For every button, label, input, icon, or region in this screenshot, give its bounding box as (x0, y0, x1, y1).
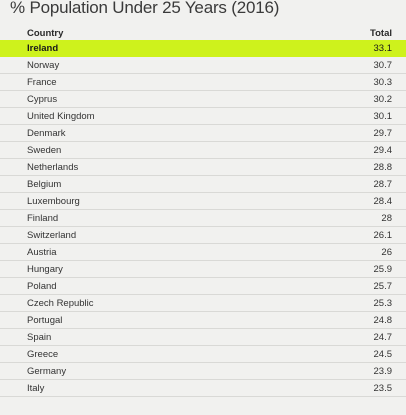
country-name: Netherlands (27, 162, 79, 173)
table-row: Denmark 29.7 (0, 125, 406, 142)
total-value: 23.5 (373, 383, 393, 394)
table-row: Portugal 24.8 (0, 312, 406, 329)
total-value: 26 (381, 247, 392, 258)
country-name: Switzerland (27, 230, 77, 241)
country-name: Finland (27, 213, 59, 224)
column-header-total: Total (370, 28, 392, 39)
country-name: Hungary (27, 264, 63, 275)
country-name: Italy (27, 383, 45, 394)
table-row: Czech Republic 25.3 (0, 295, 406, 312)
total-value: 24.8 (373, 315, 393, 326)
country-name: Czech Republic (27, 298, 94, 309)
table-row: Ireland 33.1 (0, 40, 406, 57)
table-row: Hungary 25.9 (0, 261, 406, 278)
table-row: Switzerland 26.1 (0, 227, 406, 244)
table-row: Sweden 29.4 (0, 142, 406, 159)
country-name: Belgium (27, 179, 62, 190)
country-name: Norway (27, 60, 60, 71)
table-row: Poland 25.7 (0, 278, 406, 295)
total-value: 25.9 (373, 264, 393, 275)
table-row: Finland 28 (0, 210, 406, 227)
table-row: France 30.3 (0, 74, 406, 91)
table-row: United Kingdom 30.1 (0, 108, 406, 125)
total-value: 28.4 (373, 196, 393, 207)
total-value: 25.3 (373, 298, 393, 309)
table-row: Italy 23.5 (0, 380, 406, 397)
table-row: Cyprus 30.2 (0, 91, 406, 108)
total-value: 30.2 (373, 94, 393, 105)
total-value: 28.8 (373, 162, 393, 173)
country-name: Ireland (27, 43, 59, 54)
table-row: Greece 24.5 (0, 346, 406, 363)
country-name: Spain (27, 332, 52, 343)
country-name: Cyprus (27, 94, 58, 105)
total-value: 28.7 (373, 179, 393, 190)
total-value: 30.1 (373, 111, 393, 122)
country-name: Sweden (27, 145, 62, 156)
table-row: Spain 24.7 (0, 329, 406, 346)
column-header-country: Country (27, 28, 64, 39)
total-value: 29.4 (373, 145, 393, 156)
total-value: 29.7 (373, 128, 393, 139)
total-value: 25.7 (373, 281, 393, 292)
table-row: Norway 30.7 (0, 57, 406, 74)
total-value: 26.1 (373, 230, 393, 241)
total-value: 30.7 (373, 60, 393, 71)
table-header: Country Total (0, 25, 406, 40)
country-name: Portugal (27, 315, 63, 326)
country-name: Luxembourg (27, 196, 80, 207)
chart-title: % Population Under 25 Years (2016) (10, 0, 280, 17)
data-table: Country Total Ireland 33.1 Norway 30.7 Franc… (0, 25, 406, 397)
country-name: Denmark (27, 128, 66, 139)
total-value: 28 (381, 213, 392, 224)
table-row: Austria 26 (0, 244, 406, 261)
table-row: Netherlands 28.8 (0, 159, 406, 176)
total-value: 33.1 (373, 43, 393, 54)
total-value: 24.7 (373, 332, 393, 343)
table-row: Germany 23.9 (0, 363, 406, 380)
total-value: 23.9 (373, 366, 393, 377)
country-name: Poland (27, 281, 57, 292)
table-row: Luxembourg 28.4 (0, 193, 406, 210)
table-body: Ireland 33.1 Norway 30.7 France 30.3 Cyprus 30.… (0, 40, 406, 397)
total-value: 24.5 (373, 349, 393, 360)
country-name: Germany (27, 366, 67, 377)
country-name: Greece (27, 349, 59, 360)
total-value: 30.3 (373, 77, 393, 88)
country-name: Austria (27, 247, 57, 258)
country-name: France (27, 77, 57, 88)
country-name: United Kingdom (27, 111, 95, 122)
table-row: Belgium 28.7 (0, 176, 406, 193)
